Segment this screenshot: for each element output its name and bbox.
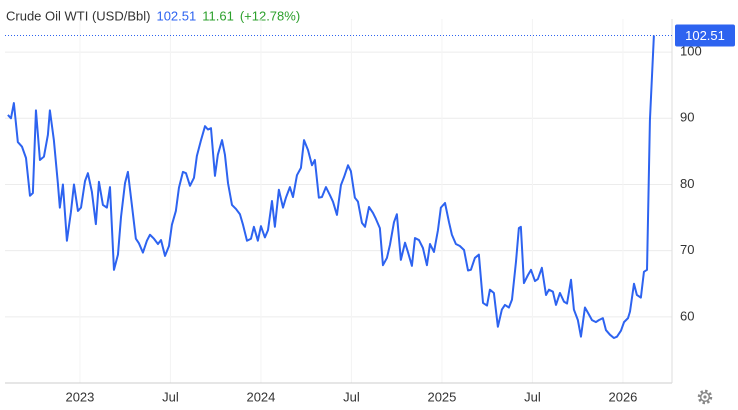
- x-tick-label: Jul: [524, 389, 541, 404]
- y-tick-label: 80: [680, 176, 694, 191]
- gear-teeth: [697, 389, 713, 405]
- y-tick-label: 70: [680, 242, 694, 257]
- settings-icon[interactable]: [697, 389, 713, 405]
- change: 11.61: [202, 8, 234, 23]
- price: 102.51: [156, 8, 196, 23]
- last-price-badge: [675, 24, 735, 47]
- x-tick-label: 2024: [246, 389, 275, 404]
- last-price-label: 102.51: [685, 28, 725, 43]
- price-line: [7, 35, 655, 339]
- x-tick-label: 2026: [608, 389, 637, 404]
- change-percent: (+12.78%): [240, 8, 300, 23]
- x-tick-label: 2025: [427, 389, 456, 404]
- x-tick-label: 2023: [65, 389, 94, 404]
- y-tick-label: 90: [680, 110, 694, 125]
- gear-hub: [703, 395, 707, 399]
- x-tick-label: Jul: [343, 389, 360, 404]
- y-tick-label: 100: [680, 44, 702, 59]
- chart-title: Crude Oil WTI (USD/Bbl): [6, 8, 150, 23]
- x-tick-label: Jul: [162, 389, 179, 404]
- y-tick-label: 60: [680, 308, 694, 323]
- gear-body: [699, 391, 711, 403]
